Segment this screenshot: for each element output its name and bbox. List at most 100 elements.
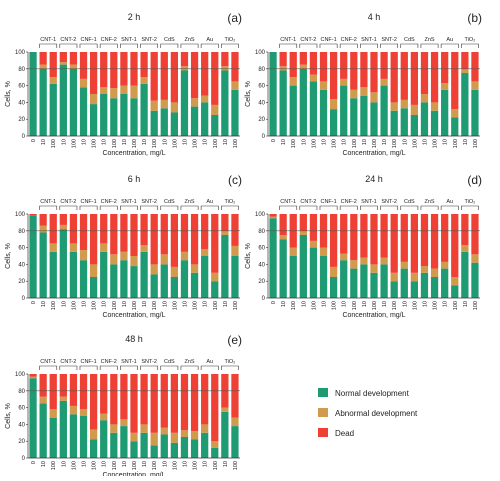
bar-segment [39,403,47,458]
bar-segment [100,52,108,88]
x-tick-label: 10 [61,301,67,307]
bar-segment [29,374,37,377]
bar-segment [269,52,277,136]
bar-segment [180,437,189,458]
bar-segment [340,78,348,86]
bar-segment [110,214,118,255]
bar-segment [370,102,378,136]
bar-segment [329,99,338,110]
group-label: ZnS [424,199,434,205]
bar-segment [471,214,479,255]
group-bracket [180,205,199,210]
x-axis-label: Concentration, mg/L [342,312,405,319]
group-label: ZnS [424,37,434,43]
bar-segment [100,413,108,421]
x-axis-label: Concentration, mg/L [102,150,165,157]
bar-segment [79,52,88,79]
y-tick-label: 20 [258,117,265,123]
x-tick-label: 10 [41,301,47,307]
group-label: CNT-2 [60,359,76,365]
bar-segment [390,272,398,282]
bar-segment [110,432,118,458]
y-tick-label: 80 [18,229,25,235]
bar-segment [309,214,318,241]
group-label: SNT-2 [141,199,157,205]
bar-segment [420,94,429,103]
bar-segment [221,407,229,412]
bar-segment [370,214,378,265]
x-tick-label: 10 [382,139,388,145]
x-axis-label: Concentration, mg/L [102,312,165,319]
bar-segment [79,260,88,298]
bar-segment [410,281,419,298]
bar-segment [221,230,229,235]
y-tick-label: 80 [18,67,25,73]
x-tick-label: 100 [233,139,239,148]
group-bracket [59,365,78,370]
bar-segment [59,396,67,401]
bar-segment [289,52,297,78]
x-tick-label: 100 [311,301,317,310]
bar-segment [441,268,449,298]
bar-segment [89,214,98,265]
group-label: Au [446,199,453,205]
bar-segment [180,251,189,261]
bar-segment [410,115,419,136]
bar-segment [160,427,168,435]
group-bracket [99,365,118,370]
bar-segment [130,85,138,99]
bar-segment [100,94,108,136]
bar-segment [350,52,358,90]
bar-segment [79,250,88,261]
x-tick-label: 100 [213,461,219,470]
bar-segment [299,214,307,231]
panel-label: (d) [467,173,482,187]
group-bracket [279,205,298,210]
bar-segment [29,376,37,379]
y-tick-label: 80 [258,229,265,235]
bar-segment [201,214,209,250]
x-tick-label: 10 [443,139,449,145]
bar-segment [190,52,199,99]
bar-segment [89,264,98,277]
x-tick-label: 100 [453,139,459,148]
x-tick-label: 10 [102,301,108,307]
bar-segment [441,214,449,262]
group-bracket [39,365,58,370]
bar-segment [201,432,209,458]
group-bracket [99,43,118,48]
group-label: SNT-1 [121,37,137,43]
x-tick-label: 100 [233,461,239,470]
bar-segment [140,432,148,458]
bar-segment [211,214,219,273]
x-tick-label: 100 [51,461,57,470]
bar-segment [410,272,419,282]
bar-segment [110,424,118,433]
x-tick-label: 10 [102,139,108,145]
x-tick-label: 10 [102,461,108,467]
x-tick-label: 10 [362,301,368,307]
group-label: CNT-2 [300,199,316,205]
bar-segment [79,214,88,251]
group-bracket [461,205,479,210]
bar-segment [211,281,219,298]
bar-segment [370,272,378,298]
bar-segment [430,52,439,103]
group-bracket [440,205,459,210]
bar-segment [100,374,108,414]
group-label: CNF-2 [341,199,357,205]
bar-segment [120,260,128,298]
bar-segment [160,52,168,100]
group-label: Au [206,359,213,365]
group-bracket [140,43,159,48]
bar-segment [400,268,408,298]
bar-segment [110,374,118,425]
y-tick-label: 60 [18,246,25,252]
x-tick-label: 100 [412,301,418,310]
bar-segment [231,245,239,256]
y-axis-label: Cells, % [245,81,252,107]
bar-segment [110,264,118,298]
group-bracket [120,43,138,48]
bar-segment [380,214,388,258]
x-tick-label: 100 [473,139,479,148]
